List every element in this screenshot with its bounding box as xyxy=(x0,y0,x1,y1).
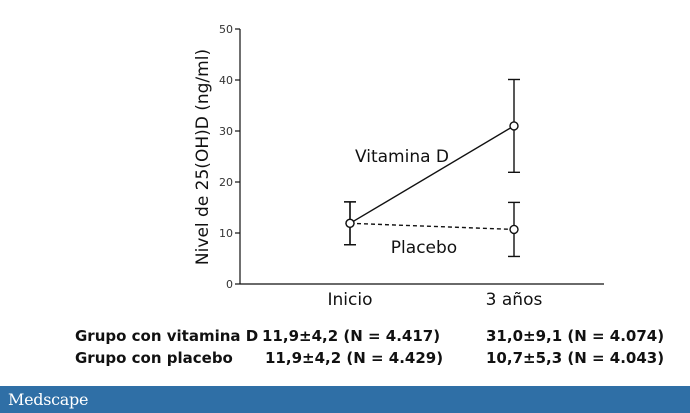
row-label-placebo: Grupo con placebo xyxy=(75,349,233,367)
series-line-placebo xyxy=(349,222,515,231)
vitamin-d-chart: 0 10 20 30 40 50 Nivel de 25(OH)D (ng/ml) Inici… xyxy=(193,23,604,310)
medscape-logo: Medscape xyxy=(8,390,89,409)
y-axis-title: Nivel de 25(OH)D (ng/ml) xyxy=(193,49,213,265)
y-tick-label: 50 xyxy=(219,23,233,36)
row-label-vitamin-d: Grupo con vitamina D xyxy=(75,327,259,345)
row-end-placebo: 10,7±5,3 (N = 4.043) xyxy=(486,349,665,367)
series-label: Placebo xyxy=(391,238,457,258)
x-tick-label: 3 años xyxy=(486,290,543,310)
y-tick-label: 30 xyxy=(219,125,233,138)
data-point-placebo xyxy=(345,218,355,229)
series-label: Vitamina D xyxy=(355,147,449,167)
x-tick-label: Inicio xyxy=(328,290,373,310)
y-tick-label: 40 xyxy=(219,74,233,87)
row-end-vitamin-d: 31,0±9,1 (N = 4.074) xyxy=(486,327,665,345)
series-line-vitamina-d xyxy=(349,125,515,224)
row-start-placebo: 11,9±4,2 (N = 4.429) xyxy=(265,349,444,367)
y-tick-label: 20 xyxy=(219,176,233,189)
y-tick-label: 10 xyxy=(219,227,233,240)
footer-bar: Medscape xyxy=(0,386,690,413)
data-point-placebo xyxy=(509,224,519,235)
data-point-vitamina-d xyxy=(509,121,519,131)
y-tick-label: 0 xyxy=(226,278,233,291)
row-start-vitamin-d: 11,9±4,2 (N = 4.417) xyxy=(262,327,441,345)
